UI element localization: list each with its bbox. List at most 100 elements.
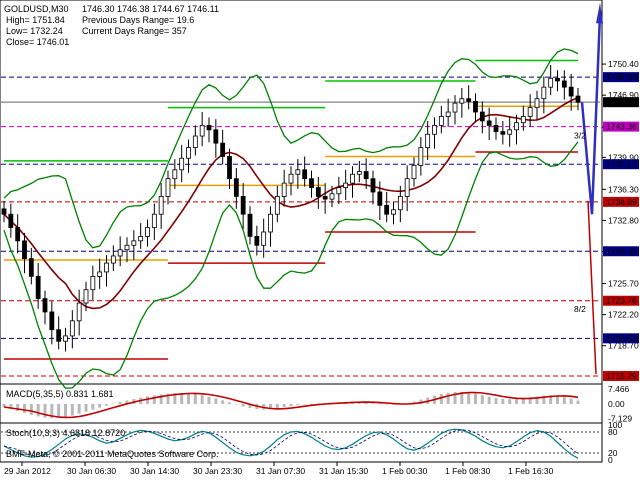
candle-body bbox=[8, 213, 14, 228]
price-tick-label: 1750.40 bbox=[608, 59, 639, 69]
candle-body bbox=[69, 320, 75, 337]
price-tick-label: 1732.80 bbox=[608, 215, 639, 225]
macd-bar bbox=[159, 394, 163, 404]
level-price-label: 1743.36 bbox=[606, 122, 637, 132]
candle-body bbox=[165, 178, 171, 197]
macd-bar bbox=[515, 398, 518, 404]
candle-body bbox=[22, 240, 27, 260]
high-label: High= 1751.84 bbox=[6, 15, 65, 25]
time-axis: 29 Jan 2012 30 Jan 06:30 30 Jan 14:30 30 Ja… bbox=[4, 462, 554, 476]
candle-body bbox=[391, 209, 396, 215]
stoch-tick-label: 80 bbox=[608, 427, 618, 437]
candle-body bbox=[76, 302, 82, 322]
candle-body bbox=[527, 107, 533, 117]
candle-body bbox=[466, 98, 472, 102]
candle-body bbox=[363, 171, 369, 180]
time-tick-label: 1 Feb 08:30 bbox=[445, 466, 491, 476]
macd-bar bbox=[487, 396, 491, 404]
candle-body bbox=[1, 208, 7, 215]
level-lines bbox=[1, 76, 600, 377]
candle-body bbox=[377, 191, 383, 206]
level-price-box bbox=[603, 196, 639, 207]
price-tick-label: 1722.20 bbox=[608, 310, 639, 320]
macd-bar bbox=[371, 403, 375, 404]
macd-bar bbox=[269, 404, 272, 410]
candle-body bbox=[240, 196, 246, 215]
candle-body bbox=[520, 116, 526, 124]
macd-bar bbox=[562, 396, 566, 404]
macd-bar bbox=[446, 392, 450, 404]
candle-body bbox=[281, 182, 287, 197]
price-panel bbox=[0, 0, 603, 385]
candle-body bbox=[302, 169, 308, 180]
curr-range-label: Current Days Range= 357 bbox=[82, 26, 187, 36]
macd-bar bbox=[508, 399, 512, 404]
candle-body bbox=[268, 213, 273, 233]
candle-body bbox=[384, 204, 390, 215]
level-price-box bbox=[603, 333, 639, 344]
projection-arrow: 3/2 8/2 bbox=[574, 2, 603, 375]
candle-body bbox=[425, 133, 431, 148]
candle-body bbox=[110, 255, 116, 264]
macd-bar bbox=[528, 397, 532, 404]
stoch-panel bbox=[0, 422, 603, 463]
macd-bar bbox=[193, 394, 197, 404]
candle-body bbox=[561, 80, 567, 88]
candle-body bbox=[548, 77, 554, 88]
time-tick-label: 1 Feb 00:30 bbox=[382, 466, 428, 476]
stoch-tick-label: 0 bbox=[608, 455, 613, 465]
macd-bar bbox=[84, 404, 88, 412]
candle-body bbox=[500, 131, 506, 135]
macd-bar bbox=[152, 395, 156, 404]
low-label: Low= 1732.24 bbox=[6, 26, 63, 36]
candle-body bbox=[336, 187, 342, 195]
macd-bar bbox=[494, 398, 498, 404]
macd-bar bbox=[556, 395, 559, 404]
macd-bar bbox=[77, 404, 81, 414]
macd-bar bbox=[111, 403, 115, 405]
candle-body bbox=[514, 122, 519, 131]
candle-body bbox=[432, 124, 437, 135]
candle-body bbox=[186, 147, 191, 159]
candle-body bbox=[97, 271, 103, 277]
candle-body bbox=[192, 135, 198, 148]
macd-bar bbox=[460, 391, 464, 404]
level-price-label: 1734.89 bbox=[606, 197, 637, 207]
candle-body bbox=[555, 77, 560, 82]
stoch-main-line bbox=[3, 428, 579, 459]
macd-bar bbox=[125, 400, 129, 404]
macd-bar bbox=[234, 404, 238, 405]
macd-bar bbox=[118, 402, 122, 404]
macd-bar bbox=[29, 404, 33, 415]
macd-bar bbox=[480, 395, 484, 404]
macd-bar bbox=[36, 404, 40, 417]
candle-body bbox=[452, 102, 458, 113]
candle-body bbox=[404, 178, 410, 197]
candle-body bbox=[541, 86, 547, 100]
macd-bar bbox=[576, 400, 580, 404]
macd-series: 7.466 0.00 -7.129 bbox=[2, 384, 632, 423]
macd-bar bbox=[180, 393, 184, 404]
upper-band bbox=[3, 48, 579, 249]
macd-bar bbox=[521, 398, 525, 404]
candle-body bbox=[83, 289, 89, 304]
price-tick-label: 1739.90 bbox=[608, 152, 639, 162]
macd-bar bbox=[542, 395, 546, 404]
macd-bar bbox=[64, 404, 67, 417]
time-tick-label: 31 Jan 07:30 bbox=[256, 466, 305, 476]
macd-bar bbox=[364, 402, 368, 404]
level-price-label: 1748.93 bbox=[606, 72, 637, 82]
macd-bar bbox=[310, 404, 313, 405]
candle-body bbox=[493, 124, 499, 132]
candle-body bbox=[418, 147, 424, 166]
candle-body bbox=[179, 157, 185, 171]
level-price-label: 1729.33 bbox=[606, 246, 637, 256]
price-tick-label: 1725.70 bbox=[608, 279, 639, 289]
candle-body bbox=[227, 156, 232, 180]
candle-body bbox=[56, 329, 62, 342]
candle-body bbox=[507, 129, 513, 135]
level-price-box bbox=[603, 370, 639, 381]
candle-body bbox=[172, 169, 178, 180]
